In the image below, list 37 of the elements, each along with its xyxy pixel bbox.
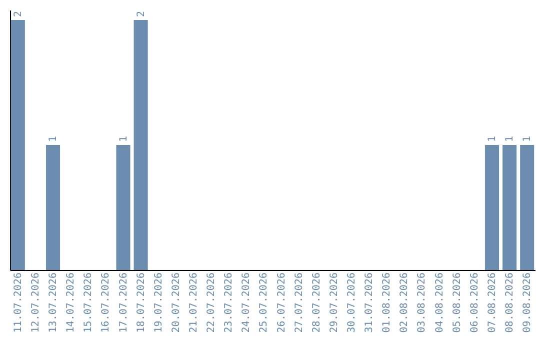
data-label: 2 [12,10,24,17]
data-label: 1 [118,136,130,142]
x-tick-label: 22.07.2026 [206,272,218,333]
x-tick-label: 12.07.2026 [30,272,42,333]
x-tick-label: 21.07.2026 [188,272,200,333]
x-tick-label: 20.07.2026 [170,272,182,333]
x-tick-label: 17.07.2026 [118,272,130,333]
x-tick-label: 04.08.2026 [434,272,446,333]
x-tick-label: 09.08.2026 [522,272,534,333]
x-tick-label: 23.07.2026 [224,272,235,333]
data-label: 1 [504,136,516,142]
x-tick-label: 15.07.2026 [83,272,94,333]
x-tick-label: 29.07.2026 [328,272,340,333]
x-tick-label: 03.08.2026 [416,272,428,333]
x-tick-label: 24.07.2026 [241,272,252,333]
x-tick-label: 19.07.2026 [153,272,164,333]
x-tick-label: 14.07.2026 [66,272,77,333]
data-label: 2 [136,10,147,17]
x-tick-label: 11.07.2026 [12,272,24,333]
data-label: 1 [522,136,534,142]
x-tick-label: 08.08.2026 [504,272,516,333]
x-tick-label: 07.08.2026 [486,272,498,333]
x-tick-label: 18.07.2026 [136,272,147,333]
x-tick-label: 27.07.2026 [294,272,305,333]
x-tick-label: 25.07.2026 [258,272,270,333]
x-tick-label: 02.08.2026 [399,272,410,333]
x-tick-label: 05.08.2026 [452,272,463,333]
x-tick-label: 28.07.2026 [311,272,322,333]
data-label: 1 [48,136,60,142]
x-tick-label: 13.07.2026 [48,272,60,333]
data-label: 1 [486,136,498,142]
x-tick-label: 31.07.2026 [364,272,376,333]
x-tick-label: 26.07.2026 [276,272,288,333]
x-tick-label: 06.08.2026 [469,272,480,333]
x-tick-label: 16.07.2026 [100,272,112,333]
x-tick-label: 01.08.2026 [382,272,393,333]
x-tick-label: 30.07.2026 [346,272,358,333]
